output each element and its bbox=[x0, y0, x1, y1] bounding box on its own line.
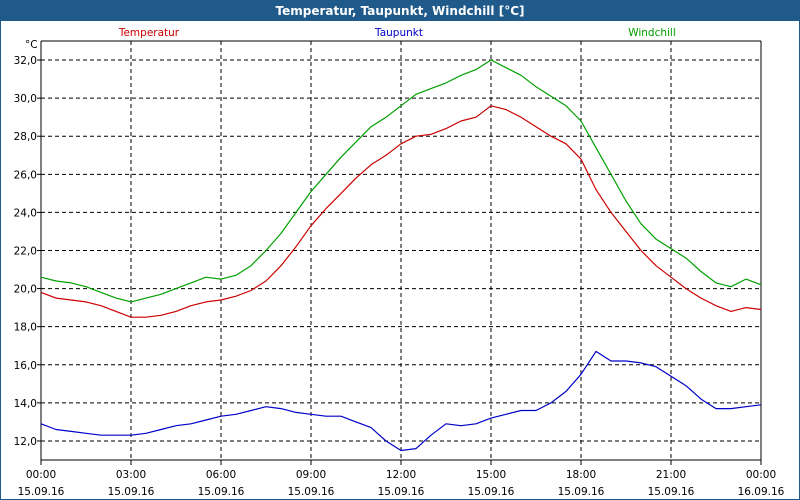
y-tick-label-1: 14,0 bbox=[14, 398, 37, 410]
y-tick-label-6: 24,0 bbox=[14, 207, 37, 219]
y-axis-label: °C bbox=[25, 39, 38, 51]
y-tick-label-9: 30,0 bbox=[14, 93, 37, 105]
window-title: Temperatur, Taupunkt, Windchill [°C] bbox=[1, 1, 799, 21]
x-tick-date-7: 15.09.16 bbox=[648, 486, 695, 498]
y-tick-label-2: 16,0 bbox=[14, 360, 37, 372]
x-axis-tick-labels: 00:00 15.09.16 03:00 15.09.16 06:00 15.09.16 0… bbox=[18, 469, 785, 498]
y-tick-label-7: 26,0 bbox=[14, 169, 37, 181]
chart-area: 12,0 14,0 16,0 18,0 20,0 22,0 24,0 26,0 28,0 30,0… bbox=[14, 27, 785, 498]
y-axis-tick-labels: 12,0 14,0 16,0 18,0 20,0 22,0 24,0 26,0 28,0 30,0… bbox=[14, 55, 37, 448]
y-tick-label-10: 32,0 bbox=[14, 55, 37, 67]
x-tick-date-2: 15.09.16 bbox=[198, 486, 245, 498]
y-tick-label-0: 12,0 bbox=[14, 436, 37, 448]
legend-taupunkt: Taupunkt bbox=[374, 27, 423, 39]
legend-windchill: Windchill bbox=[628, 27, 676, 39]
x-tick-time-1: 03:00 bbox=[116, 469, 146, 481]
x-tick-date-1: 15.09.16 bbox=[108, 486, 155, 498]
x-tick-time-8: 00:00 bbox=[746, 469, 776, 481]
x-tick-date-5: 15.09.16 bbox=[468, 486, 515, 498]
x-tick-date-0: 15.09.16 bbox=[18, 486, 65, 498]
x-tick-date-8: 16.09.16 bbox=[738, 486, 785, 498]
y-tick-label-3: 18,0 bbox=[14, 322, 37, 334]
x-tick-time-6: 18:00 bbox=[566, 469, 596, 481]
x-tick-time-5: 15:00 bbox=[476, 469, 506, 481]
x-tick-time-2: 06:00 bbox=[206, 469, 236, 481]
y-tick-label-4: 20,0 bbox=[14, 284, 37, 296]
x-tick-date-4: 15.09.16 bbox=[378, 486, 425, 498]
grid bbox=[41, 41, 761, 460]
x-tick-date-6: 15.09.16 bbox=[558, 486, 605, 498]
series-line-temperatur bbox=[40, 105, 762, 318]
legend: Temperatur Taupunkt Windchill bbox=[118, 27, 676, 39]
x-tick-time-4: 12:00 bbox=[386, 469, 416, 481]
axes bbox=[37, 40, 762, 465]
x-tick-date-3: 15.09.16 bbox=[288, 486, 335, 498]
legend-temperatur: Temperatur bbox=[118, 27, 180, 39]
y-tick-label-5: 22,0 bbox=[14, 246, 37, 258]
x-tick-time-3: 09:00 bbox=[296, 469, 326, 481]
x-tick-time-7: 21:00 bbox=[656, 469, 686, 481]
series-lines bbox=[40, 59, 762, 452]
y-tick-label-8: 28,0 bbox=[14, 131, 37, 143]
series-line-windchill bbox=[40, 59, 762, 303]
x-tick-time-0: 00:00 bbox=[26, 469, 56, 481]
series-line-taupunkt bbox=[40, 350, 762, 452]
